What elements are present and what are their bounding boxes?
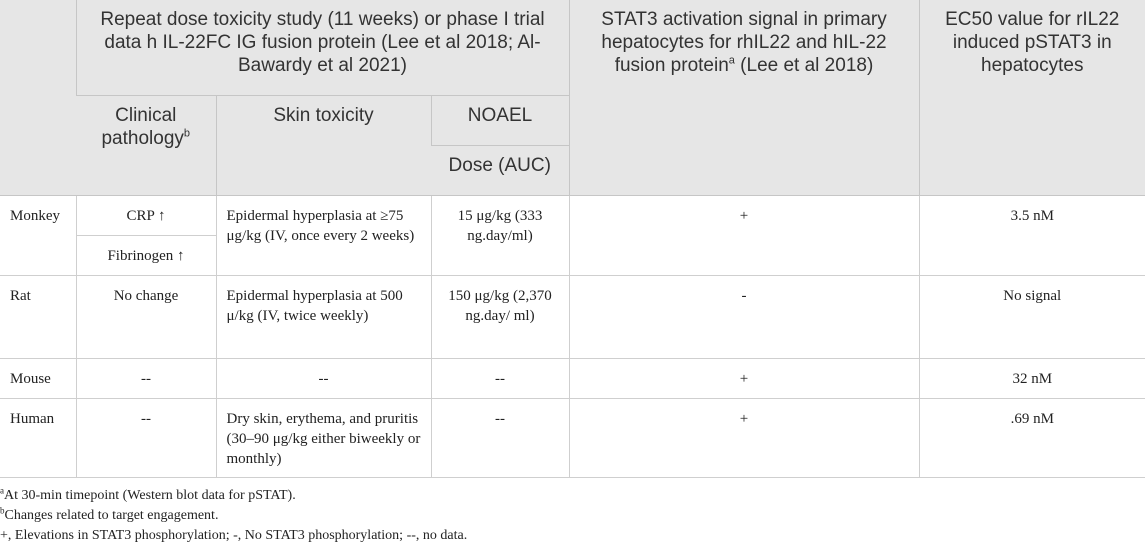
clinical-pathology-cell: -- (75, 358, 216, 399)
ec50-cell: No signal (918, 275, 1145, 359)
table-row-human: Human -- Dry skin, erythema, and pruriti… (0, 398, 1145, 478)
study-group-title: Repeat dose toxicity study (11 weeks) or… (100, 9, 545, 76)
footnote-mark-a: a (728, 54, 735, 67)
stat3-cell: + (568, 195, 919, 276)
species-cell: Human (0, 398, 76, 478)
stat3-header-text: STAT3 activation signal in primary hepat… (601, 9, 887, 76)
skin-toxicity-cell: Epidermal hyperplasia at ≥75 μg/kg (IV, … (215, 195, 431, 276)
table-row-monkey: Monkey CRP ↑ Epidermal hyperplasia at ≥7… (0, 195, 1145, 276)
toxicity-table: Repeat dose toxicity study (11 weeks) or… (0, 0, 1145, 478)
footnote-b-mark: b (0, 505, 5, 516)
dose-cell: 15 μg/kg (333 ng.day/ml) (430, 195, 569, 276)
species-cell: Monkey (0, 195, 76, 276)
footnote-legend: +, Elevations in STAT3 phosphorylation; … (0, 528, 468, 543)
table-row-mouse: Mouse -- -- -- + 32 nM (0, 358, 1145, 399)
footnote-b-text: Changes related to target engagement. (4, 508, 219, 523)
stat3-header: STAT3 activation signal in primary hepat… (568, 0, 919, 196)
study-group-header: Repeat dose toxicity study (11 weeks) or… (75, 0, 569, 96)
ec50-header: EC50 value for rIL22 induced pSTAT3 in h… (918, 0, 1145, 196)
noael-header: NOAEL (430, 95, 569, 146)
species-cell: Rat (0, 275, 76, 359)
skin-toxicity-header: Skin toxicity (215, 95, 431, 196)
dose-auc-header: Dose (AUC) (431, 145, 569, 196)
ec50-header-text: EC50 value for rIL22 induced pSTAT3 in h… (945, 9, 1120, 76)
table-row-rat: Rat No change Epidermal hyperplasia at 5… (0, 275, 1145, 359)
ec50-cell: 32 nM (918, 358, 1145, 399)
clinical-pathology-cell: CRP ↑ (75, 195, 216, 236)
species-cell: Mouse (0, 358, 76, 399)
clinical-pathology-text: Clinical pathology (101, 104, 184, 149)
skin-toxicity-cell: -- (215, 358, 431, 399)
stat3-cell: + (568, 358, 919, 399)
footnote-b: bChanges related to target engagement. (0, 505, 1145, 524)
stat3-cell: + (568, 398, 919, 478)
skin-toxicity-text: Skin toxicity (273, 104, 374, 126)
skin-toxicity-cell: Dry skin, erythema, and pruritis (30–90 … (215, 398, 431, 478)
dose-cell: -- (430, 358, 569, 399)
ec50-cell: .69 nM (918, 398, 1145, 478)
stat3-cell: - (568, 275, 919, 359)
footnote-a: aAt 30-min timepoint (Western blot data … (0, 485, 1145, 504)
stat3-header-cite: (Lee et al 2018) (734, 55, 874, 76)
dose-cell: -- (430, 398, 569, 478)
corner-header (0, 0, 76, 196)
clinical-pathology-header: Clinical pathologyb (76, 95, 216, 196)
ec50-cell: 3.5 nM (918, 195, 1145, 276)
clinical-pathology-cell: Fibrinogen ↑ (75, 235, 216, 276)
footnote-a-text: At 30-min timepoint (Western blot data f… (4, 488, 296, 503)
skin-toxicity-cell: Epidermal hyperplasia at 500 μ/kg (IV, t… (215, 275, 431, 359)
clinical-pathology-cell: No change (75, 275, 216, 359)
table-footnotes: aAt 30-min timepoint (Western blot data … (0, 485, 1145, 548)
footnote-mark-b: b (183, 127, 191, 140)
noael-text: NOAEL (467, 104, 533, 126)
clinical-pathology-cell: -- (75, 398, 216, 478)
dose-auc-text: Dose (AUC) (448, 154, 551, 176)
dose-cell: 150 μg/kg (2,370 ng.day/ ml) (430, 275, 569, 359)
footnote-a-mark: a (0, 485, 4, 496)
